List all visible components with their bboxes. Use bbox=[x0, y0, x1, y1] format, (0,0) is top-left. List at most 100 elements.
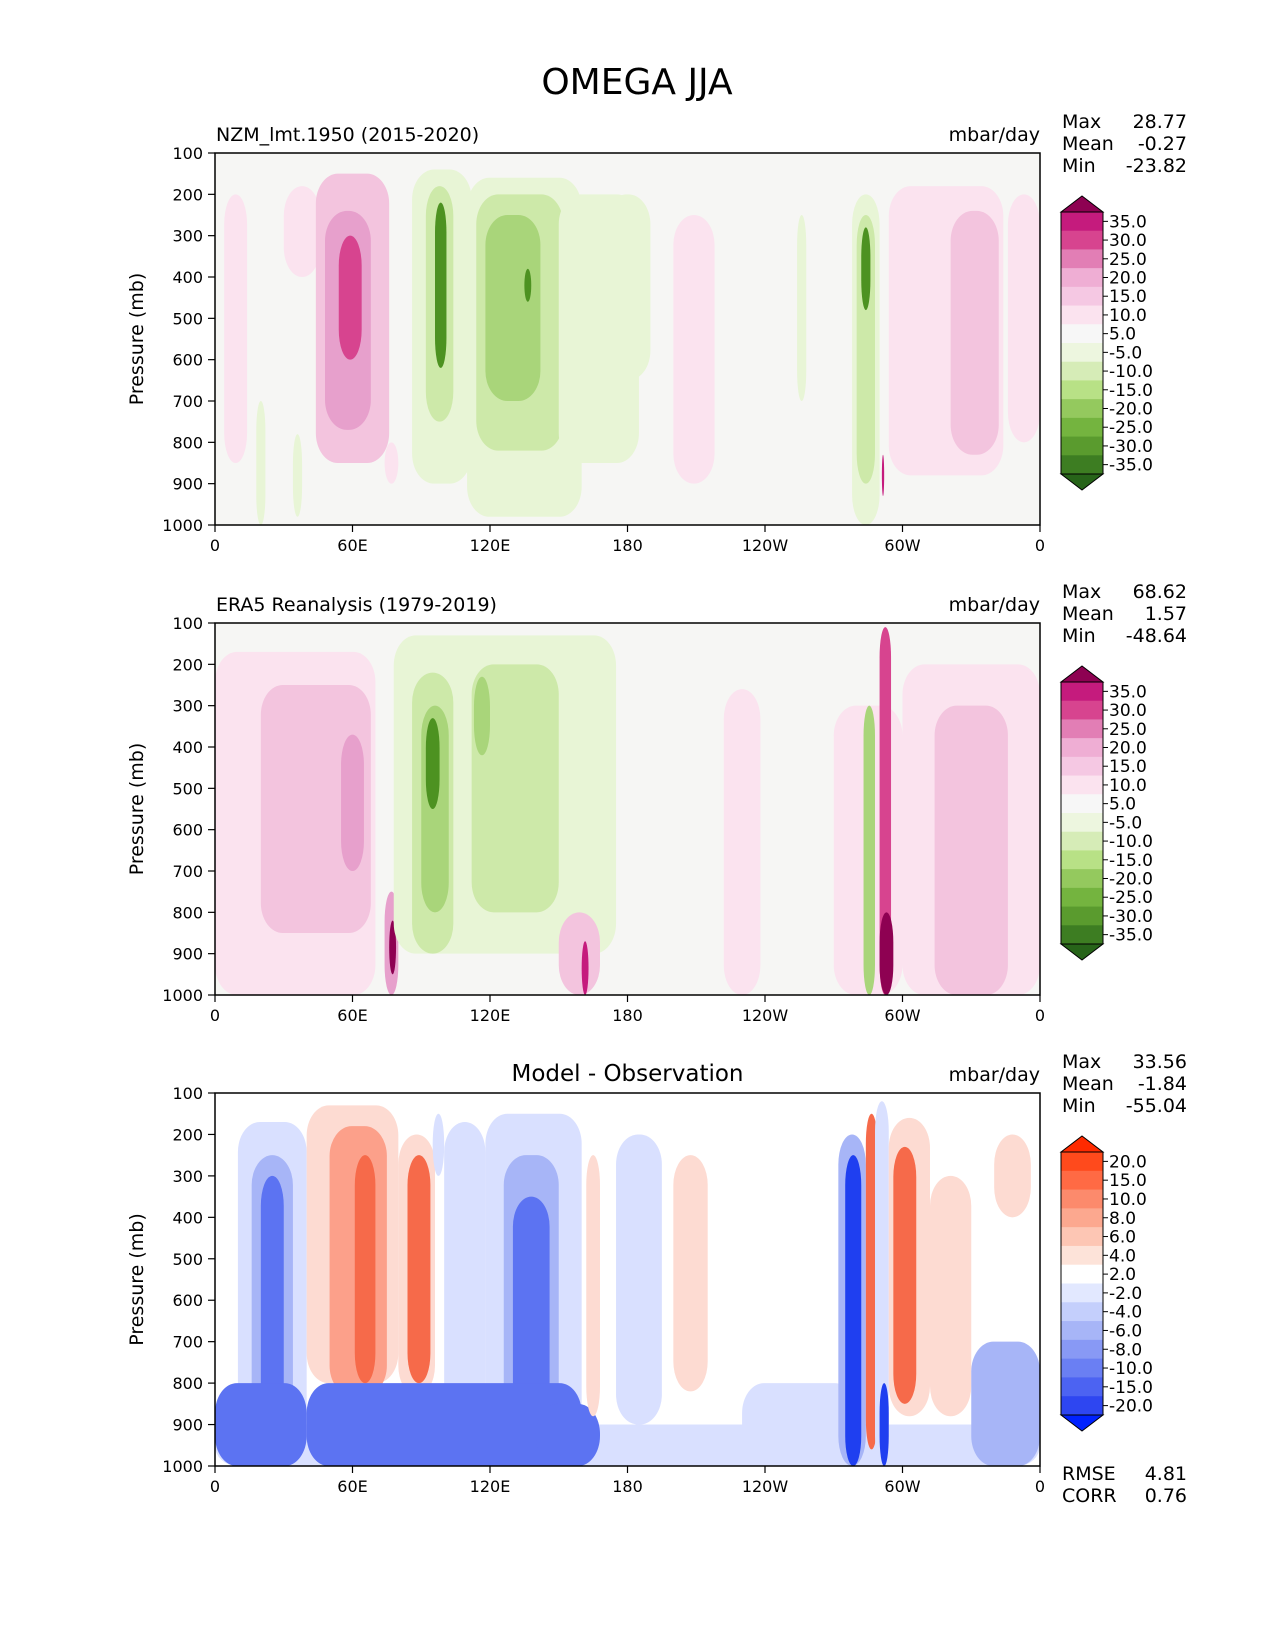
colorbar-swatch bbox=[1061, 1170, 1103, 1191]
y-tick-label: 700 bbox=[172, 392, 203, 411]
colorbar-label: 25.0 bbox=[1109, 720, 1147, 740]
colorbar: 20.015.010.08.06.04.02.0-2.0-4.0-6.0-8.0… bbox=[1059, 1135, 1153, 1432]
colorbar-extend-top bbox=[1059, 665, 1105, 683]
colorbar-swatch bbox=[1061, 268, 1103, 288]
y-tick-label: 600 bbox=[172, 351, 203, 370]
panel-title-center: Model - Observation bbox=[511, 1061, 743, 1087]
colorbar-label: 10.0 bbox=[1109, 776, 1147, 796]
y-tick-label: 400 bbox=[172, 1208, 203, 1227]
contour-region bbox=[444, 1122, 486, 1466]
contour-region bbox=[432, 1113, 445, 1176]
y-tick-label: 200 bbox=[172, 655, 203, 674]
x-tick-label: 0 bbox=[1035, 1477, 1045, 1496]
colorbar-swatch bbox=[1061, 305, 1103, 325]
contour-region bbox=[797, 215, 807, 401]
contour-region bbox=[879, 627, 892, 995]
y-tick-label: 200 bbox=[172, 1125, 203, 1144]
colorbar-extend-top bbox=[1059, 195, 1105, 213]
colorbar-label: -20.0 bbox=[1109, 870, 1153, 890]
colorbar-label: 15.0 bbox=[1109, 757, 1147, 777]
units-label: mbar/day bbox=[949, 1064, 1040, 1086]
colorbar-extend-bottom bbox=[1059, 943, 1105, 961]
colorbar-label: 30.0 bbox=[1109, 231, 1147, 251]
colorbar-swatch bbox=[1061, 1189, 1103, 1209]
colorbar-label: 20.0 bbox=[1109, 739, 1147, 759]
contour-region bbox=[292, 434, 303, 517]
y-tick-label: 100 bbox=[172, 614, 203, 633]
stat-label: RMSE bbox=[1062, 1463, 1116, 1485]
colorbar: 35.030.025.020.015.010.05.0-5.0-10.0-15.… bbox=[1059, 665, 1153, 961]
colorbar-swatch bbox=[1061, 380, 1103, 400]
stat-label: Max bbox=[1062, 1051, 1101, 1073]
x-tick-label: 60W bbox=[884, 536, 920, 555]
contour-fields bbox=[224, 169, 1040, 526]
x-tick-label: 0 bbox=[1035, 536, 1045, 555]
stat-label: Min bbox=[1062, 1095, 1096, 1117]
colorbar-label: 6.0 bbox=[1109, 1228, 1136, 1248]
y-tick-label: 300 bbox=[172, 697, 203, 716]
colorbar-label: -2.0 bbox=[1109, 1284, 1142, 1304]
contour-region bbox=[604, 194, 651, 381]
x-tick-label: 60E bbox=[337, 536, 367, 555]
y-axis-label: Pressure (mb) bbox=[126, 273, 148, 406]
contour-region bbox=[950, 210, 999, 455]
contour-region bbox=[865, 1113, 878, 1450]
contour-region bbox=[893, 1146, 917, 1404]
contour-region bbox=[723, 689, 761, 995]
colorbar-frame bbox=[1060, 681, 1104, 945]
y-tick-label: 1000 bbox=[162, 1457, 203, 1476]
contour-region bbox=[407, 1155, 431, 1384]
y-tick-label: 500 bbox=[172, 779, 203, 798]
y-tick-label: 400 bbox=[172, 268, 203, 287]
panel-title: ERA5 Reanalysis (1979-2019) bbox=[216, 594, 497, 616]
colorbar-label: 5.0 bbox=[1109, 795, 1136, 815]
colorbar-label: -30.0 bbox=[1109, 437, 1153, 457]
colorbar-swatch bbox=[1061, 869, 1103, 889]
x-tick-label: 0 bbox=[210, 1477, 220, 1496]
colorbar-extend-bottom bbox=[1059, 473, 1105, 491]
colorbar-label: -25.0 bbox=[1109, 888, 1153, 908]
x-tick-label: 60W bbox=[884, 1006, 920, 1025]
contour-region bbox=[558, 912, 600, 995]
colorbar-swatch bbox=[1061, 775, 1103, 795]
colorbar-label: -35.0 bbox=[1109, 926, 1153, 946]
contour-region bbox=[673, 215, 715, 484]
colorbar-swatch bbox=[1061, 925, 1103, 945]
colorbar-label: -20.0 bbox=[1109, 1397, 1153, 1417]
colorbar-label: 5.0 bbox=[1109, 325, 1136, 345]
stat-value: -23.82 bbox=[1126, 155, 1187, 177]
contour-region bbox=[934, 705, 1008, 995]
y-axis-label: Pressure (mb) bbox=[126, 1213, 148, 1346]
colorbar-swatch bbox=[1061, 850, 1103, 870]
contour-region bbox=[879, 1383, 889, 1466]
x-tick-label: 0 bbox=[1035, 1006, 1045, 1025]
y-tick-label: 400 bbox=[172, 738, 203, 757]
colorbar-swatch bbox=[1061, 1302, 1103, 1322]
x-tick-label: 60W bbox=[884, 1477, 920, 1496]
colorbar-label: -15.0 bbox=[1109, 381, 1153, 401]
colorbar-swatch bbox=[1061, 1245, 1103, 1266]
stat-label: Max bbox=[1062, 581, 1101, 603]
contour-region bbox=[283, 186, 321, 277]
colorbar-swatch bbox=[1061, 417, 1103, 438]
contour-region bbox=[581, 941, 589, 995]
y-tick-label: 800 bbox=[172, 1374, 203, 1393]
stat-label: Min bbox=[1062, 155, 1096, 177]
y-tick-label: 900 bbox=[172, 945, 203, 964]
stat-label: Max bbox=[1062, 111, 1101, 133]
colorbar-swatch bbox=[1061, 794, 1103, 814]
colorbar-swatch bbox=[1061, 1152, 1103, 1172]
y-tick-label: 600 bbox=[172, 1291, 203, 1310]
contour-region bbox=[435, 202, 447, 368]
stat-value: -48.64 bbox=[1126, 625, 1187, 647]
colorbar-label: 15.0 bbox=[1109, 1171, 1147, 1191]
colorbar-swatch bbox=[1061, 700, 1103, 720]
colorbar-swatch bbox=[1061, 1358, 1103, 1378]
x-tick-label: 60E bbox=[337, 1006, 367, 1025]
colorbar-label: 4.0 bbox=[1109, 1246, 1136, 1266]
stat-value: 4.81 bbox=[1145, 1463, 1187, 1485]
units-label: mbar/day bbox=[949, 124, 1040, 146]
x-tick-label: 0 bbox=[210, 536, 220, 555]
contour-region bbox=[616, 1134, 662, 1425]
colorbar-label: 8.0 bbox=[1109, 1209, 1136, 1229]
